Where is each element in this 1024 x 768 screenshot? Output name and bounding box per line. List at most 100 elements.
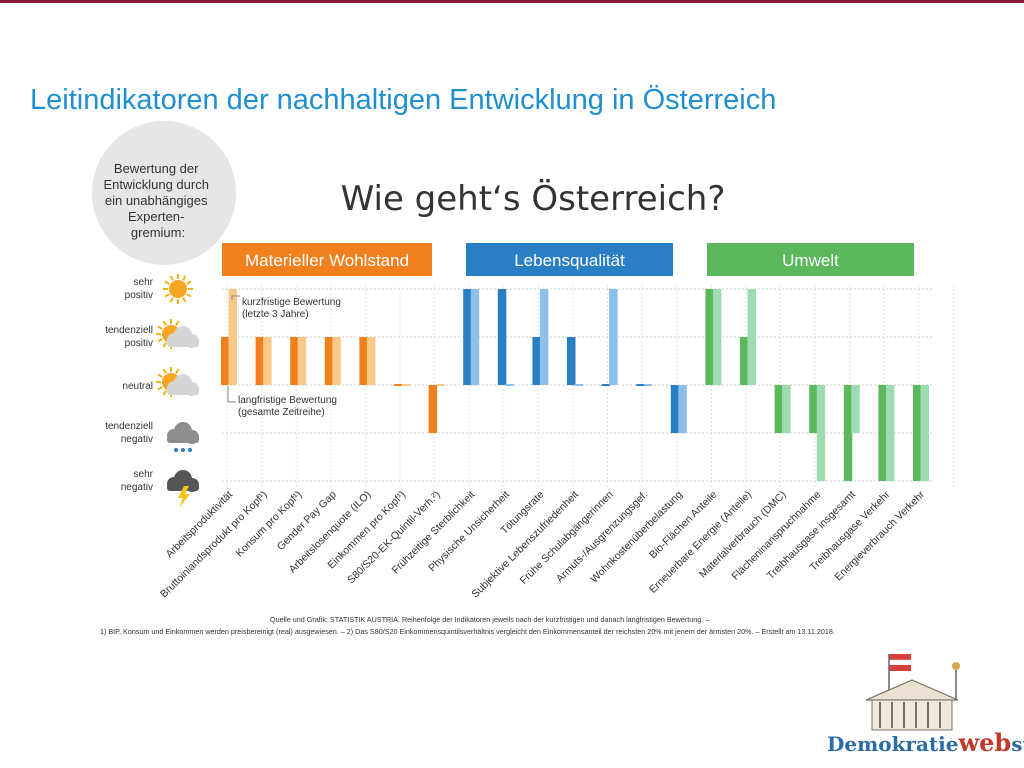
legend-leader-long — [227, 386, 236, 403]
bar-long — [670, 385, 680, 433]
sun-cloud-icon — [156, 319, 199, 349]
bar-short — [366, 337, 376, 385]
bar-long — [636, 384, 645, 386]
rain-drop — [181, 448, 185, 452]
bar-short — [505, 384, 514, 386]
bar-long — [740, 337, 749, 385]
bar-short — [920, 385, 929, 481]
level-label-line: neutral — [122, 381, 153, 392]
bar-short — [332, 337, 341, 385]
level-label: sehr positiv — [125, 277, 154, 301]
bar-short — [228, 289, 237, 385]
bar-long — [428, 385, 438, 433]
sun-ray — [182, 275, 187, 281]
level-label-line: tendenziell — [105, 325, 153, 336]
bar-long — [809, 385, 818, 433]
source-note: Quelle und Grafik: STATISTIK AUSTRIA. Re… — [270, 615, 709, 624]
group-header-bg — [707, 243, 914, 276]
sun-ray — [157, 373, 163, 378]
bar-long — [221, 337, 230, 385]
bar-short — [712, 289, 722, 385]
expert-note: Bewertung der Entwicklung durch ein unab… — [103, 161, 212, 240]
rain-drop — [174, 448, 178, 452]
sun-ray — [175, 320, 180, 326]
bar-long — [913, 385, 922, 481]
bar-short — [643, 384, 653, 386]
bar-long — [705, 289, 714, 385]
bar-long — [359, 337, 368, 385]
bar-short — [782, 385, 791, 433]
rain-drop — [188, 448, 192, 452]
lightning-bolt — [178, 486, 190, 508]
legend-short-line: (letzte 3 Jahre) — [242, 309, 309, 320]
bar-long — [567, 337, 576, 385]
level-label: tendenziell positiv — [105, 325, 153, 349]
sun-ray — [164, 293, 170, 298]
legend-long-line: (gesamte Zeitreihe) — [238, 407, 325, 418]
bar-short — [851, 385, 860, 433]
level-label: tendenziell negativ — [105, 421, 153, 445]
legend-long-label: langfristige Bewertung (gesamte Zeitreihe… — [238, 395, 337, 418]
sun-ray — [162, 342, 167, 348]
demokratiewebstatt-logo: Demokratiewebstatt — [827, 728, 1024, 757]
storm-cloud-icon — [167, 470, 199, 508]
level-label: sehr negativ — [121, 469, 154, 493]
bar-short — [609, 289, 618, 385]
bar-long — [532, 337, 541, 385]
level-label-line: positiv — [125, 290, 153, 301]
sun-ray — [186, 293, 192, 298]
bar-short — [297, 337, 307, 385]
top-accent-line — [0, 0, 1024, 3]
cloud-sun-icon — [156, 367, 199, 397]
bar-long — [463, 289, 472, 385]
cloud-part — [167, 436, 199, 443]
bar-short — [885, 385, 895, 481]
bar-short — [470, 289, 480, 385]
level-label-line: negativ — [121, 434, 153, 445]
bar-long — [255, 337, 265, 385]
sun-ray — [162, 320, 167, 326]
bar-short — [816, 385, 826, 481]
level-label-line: positiv — [125, 338, 153, 349]
group-header-label: Materieller Wohlstand — [245, 251, 409, 270]
sun-ray — [169, 275, 174, 281]
footnote: 1) BIP, Konsum und Einkommen werden prei… — [100, 627, 835, 636]
sun-ray — [175, 368, 180, 374]
expert-note-bubble — [92, 121, 236, 265]
sun-ray — [162, 368, 167, 374]
rain-cloud-icon — [167, 422, 199, 452]
cloud-part — [167, 388, 199, 395]
bar-short — [574, 384, 583, 386]
group-header-label: Lebensqualität — [514, 251, 625, 270]
level-label-line: sehr — [134, 469, 154, 480]
bar-long — [843, 385, 853, 481]
group-header-bg — [466, 243, 673, 276]
bar-long — [324, 337, 334, 385]
bar-short — [436, 384, 445, 386]
sun-icon — [163, 274, 193, 304]
bar-short — [539, 289, 549, 385]
sun-ray — [157, 338, 163, 343]
cloud-part — [167, 484, 199, 491]
sun-ray — [169, 297, 174, 303]
legend-long-line: langfristige Bewertung — [238, 395, 337, 406]
bar-short — [678, 385, 687, 433]
chart-title: Wie geht‘s Österreich? — [341, 178, 726, 219]
sun-ray — [157, 386, 163, 391]
level-label-line: tendenziell — [105, 421, 153, 432]
cloud-part — [167, 340, 199, 347]
bar-long — [878, 385, 887, 481]
level-label-line: sehr — [134, 277, 154, 288]
bar-long — [290, 337, 299, 385]
bar-long — [774, 385, 784, 433]
sun-ray — [164, 280, 170, 285]
sun-ray — [157, 325, 163, 330]
bar-long — [394, 384, 403, 386]
group-header-label: Umwelt — [782, 251, 839, 270]
sun-ray — [182, 297, 187, 303]
bar-short — [263, 337, 272, 385]
bar-long — [497, 289, 507, 385]
legend-short-label: kurzfristige Bewertung (letzte 3 Jahre) — [242, 297, 341, 320]
sun-disc — [169, 280, 187, 298]
